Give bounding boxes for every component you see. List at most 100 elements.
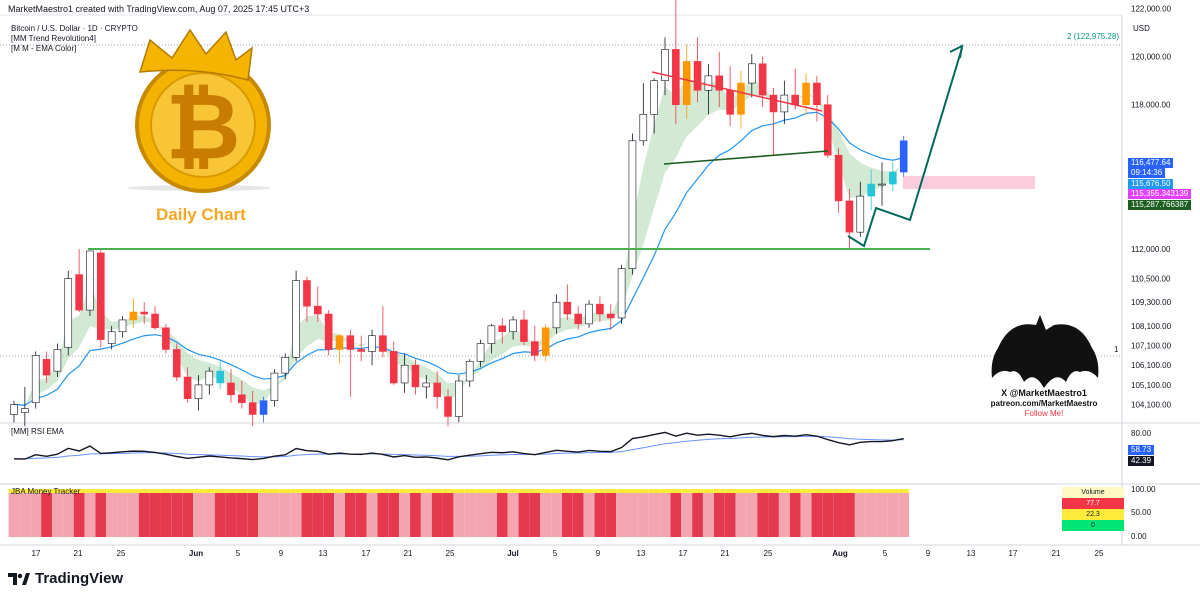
volume-title: Volume (1062, 487, 1124, 498)
money-bar (388, 493, 400, 537)
projection-path (847, 47, 963, 248)
money-bar (518, 493, 530, 537)
daily-chart-label: Daily Chart (156, 205, 246, 224)
money-bar (19, 493, 31, 537)
candle-body (737, 82, 745, 115)
candle-body (563, 301, 572, 315)
price-tick-label: 104,100.00 (1131, 401, 1172, 410)
candle-body (509, 319, 517, 333)
ema1-tag: 115,676.50 (1128, 179, 1174, 189)
rsi-panel-label[interactable]: [MM] RSI EMA (11, 427, 64, 436)
time-tick-label: 25 (117, 549, 126, 558)
money-bar (898, 493, 910, 537)
candle-body (889, 171, 897, 185)
money-bar-yellow (518, 489, 530, 493)
time-tick-label: 17 (1009, 549, 1018, 558)
candle-body (769, 94, 778, 113)
money-bar-yellow (431, 489, 443, 493)
candle-body (324, 313, 333, 350)
candle-body (476, 343, 485, 362)
candle-body (53, 349, 62, 372)
coin-inner (150, 72, 256, 178)
money-bar-yellow (52, 489, 63, 493)
money-bar-yellow (323, 489, 335, 493)
money-bar-yellow (648, 489, 660, 493)
candle-body (661, 49, 669, 81)
tradingview-logo-icon (8, 572, 30, 585)
candle-body (682, 61, 691, 106)
target-label: 2 (122,975.28) (1067, 32, 1119, 41)
candle-body (823, 104, 832, 156)
time-tick-label: 13 (319, 549, 328, 558)
money-bar (768, 493, 779, 537)
money-bar-yellow (95, 489, 107, 493)
money-bar (757, 493, 769, 537)
money-bar (442, 493, 454, 537)
time-tick-label: 5 (553, 549, 558, 558)
time-tick-label: 13 (967, 549, 976, 558)
candle-body (465, 360, 474, 382)
candle-body (813, 82, 821, 106)
candle-body (357, 349, 366, 352)
money-bar (127, 493, 139, 537)
money-bar-yellow (399, 489, 410, 493)
money-bar (507, 493, 519, 537)
money-bar (475, 493, 486, 537)
money-bar (605, 493, 617, 537)
candle-body (335, 335, 344, 350)
time-tick-label: 25 (446, 549, 455, 558)
price-tick-label: 107,100.00 (1131, 342, 1172, 351)
candle-body (368, 335, 376, 352)
money-bar-yellow (854, 489, 866, 493)
candle-body (389, 351, 398, 384)
resistance-trendline (651, 71, 823, 112)
money-bar (171, 493, 183, 537)
money-bar (290, 493, 302, 537)
indicator-label-1[interactable]: [MM Trend Revolution4] (11, 34, 96, 43)
candle-body (617, 268, 626, 319)
indicator-label-2[interactable]: [M M - EMA Color] (11, 44, 77, 53)
money-bar-yellow (605, 489, 617, 493)
money-bar-yellow (247, 489, 259, 493)
money-bar (106, 493, 118, 537)
currency-label[interactable]: USD (1133, 24, 1150, 33)
time-tick-label: 13 (637, 549, 646, 558)
money-bar-yellow (561, 489, 573, 493)
candle-body (455, 380, 463, 417)
projection-arrowhead (949, 44, 964, 59)
candle-body (194, 384, 203, 400)
resistance-zone (903, 176, 1035, 189)
money-bar-yellow (442, 489, 454, 493)
money-bar-yellow (410, 489, 421, 493)
money-bar (551, 493, 562, 537)
time-tick-label: Aug (832, 549, 848, 558)
candle-body (129, 311, 138, 321)
money-bar (203, 493, 215, 537)
time-tick-label: 17 (679, 549, 688, 558)
rsi-value2-tag: 42.39 (1128, 456, 1155, 466)
money-bar (583, 493, 595, 537)
money-bar-yellow (117, 489, 128, 493)
money-bar-yellow (496, 489, 508, 493)
bitcoin-crown-logo: ₿ (127, 28, 271, 193)
time-tick-label: Jul (507, 549, 519, 558)
tradingview-brand[interactable]: TradingView (8, 570, 123, 587)
candle-body (639, 114, 648, 142)
symbol-title[interactable]: Bitcoin / U.S. Dollar · 1D · CRYPTO (11, 24, 138, 33)
price-tick-label: 118,000.00 (1131, 101, 1171, 110)
money-bar (854, 493, 866, 537)
money-bar-yellow (800, 489, 812, 493)
volume-value-1: 77.7 (1062, 498, 1124, 509)
candle-body (270, 372, 279, 401)
candle-body (726, 89, 734, 115)
money-bar (594, 493, 606, 537)
candle-body (400, 364, 409, 384)
money-bar (648, 493, 660, 537)
money-bar-yellow (713, 489, 725, 493)
money-bar-yellow (225, 489, 237, 493)
money-panel-label[interactable]: JBA Money Tracker (11, 487, 81, 496)
candle-body (530, 341, 539, 356)
candle-body (856, 195, 865, 233)
money-bar-yellow (19, 489, 31, 493)
